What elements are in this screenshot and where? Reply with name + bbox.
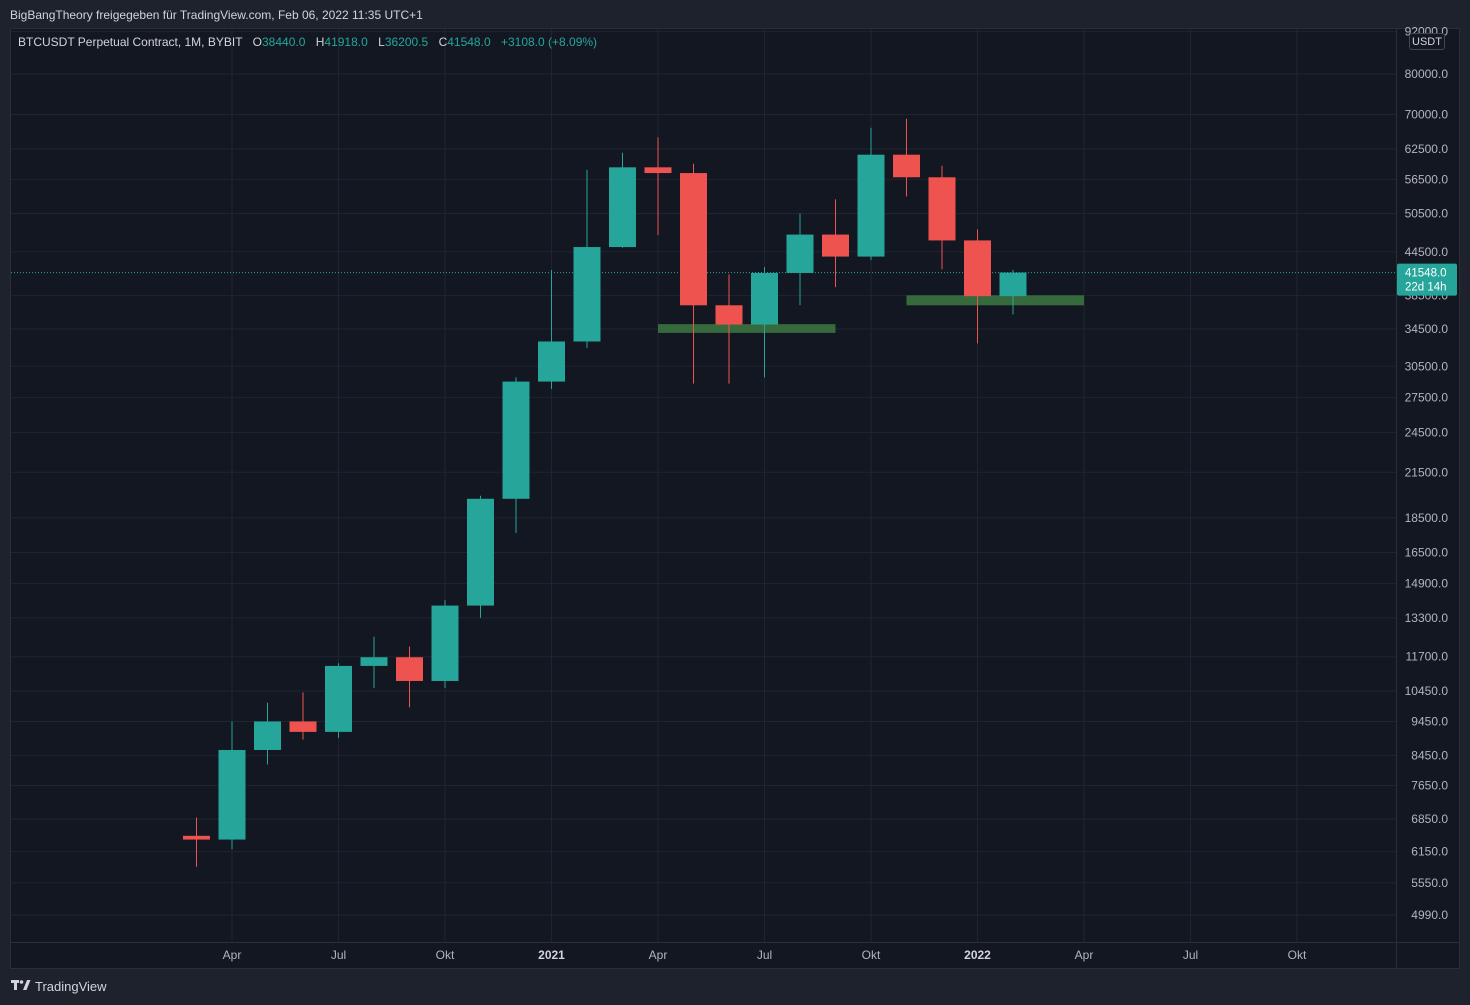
bar-countdown: 22d 14h [1405, 282, 1447, 294]
support-zone[interactable] [658, 324, 836, 333]
candle-body[interactable] [254, 721, 281, 751]
candle-body[interactable] [786, 234, 814, 273]
symbol-name[interactable]: BTCUSDT Perpetual Contract, 1M, BYBIT [18, 35, 243, 49]
price-tick-label: 16500.0 [1405, 546, 1449, 560]
open-label: O [252, 35, 262, 49]
price-tick-label: 80000.0 [1405, 67, 1449, 81]
candle-body[interactable] [431, 605, 459, 681]
price-tick-label: 44500.0 [1405, 245, 1449, 259]
price-tick-label: 6150.0 [1411, 845, 1448, 859]
price-tick-label: 24500.0 [1405, 426, 1449, 440]
price-tick-label: 4990.0 [1411, 908, 1448, 922]
chart-pane[interactable] [10, 28, 1460, 969]
price-tick-label: 30500.0 [1405, 359, 1449, 373]
last-price-value: 41548.0 [1405, 268, 1447, 280]
low-value: 36200.5 [384, 35, 429, 49]
time-tick-label: Jul [1183, 948, 1198, 962]
price-tick-label: 10450.0 [1405, 684, 1449, 698]
currency-button[interactable]: USDT [1409, 33, 1445, 50]
low-label: L [378, 35, 385, 49]
price-tick-label: 13300.0 [1405, 611, 1449, 625]
candle-body[interactable] [183, 835, 210, 840]
open-value: 38440.0 [262, 35, 306, 49]
price-tick-label: 50500.0 [1405, 206, 1449, 220]
high-label: H [315, 35, 325, 49]
candle-body[interactable] [928, 177, 956, 241]
candle-body[interactable] [396, 657, 423, 681]
tradingview-logo-icon [11, 979, 31, 994]
brand-name: TradingView [35, 979, 107, 994]
candle-body[interactable] [822, 234, 849, 257]
price-tick-label: 7650.0 [1411, 778, 1448, 792]
price-tick-label: 34500.0 [1405, 322, 1449, 336]
time-tick-label: Jul [331, 948, 346, 962]
time-tick-label: Jul [757, 948, 772, 962]
candle-body[interactable] [893, 154, 920, 178]
price-tick-label: 62500.0 [1405, 142, 1449, 156]
price-tick-label: 27500.0 [1405, 391, 1449, 405]
price-tick-label: 9450.0 [1411, 714, 1448, 728]
candle-body[interactable] [715, 305, 743, 325]
time-tick-label: Apr [649, 948, 668, 962]
price-tick-label: 56500.0 [1405, 172, 1449, 186]
time-tick-label: Apr [223, 948, 242, 962]
candle-body[interactable] [325, 665, 352, 732]
close-value: 41548.0 [447, 35, 491, 49]
time-tick-label: Okt [1288, 948, 1307, 962]
candle-body[interactable] [538, 341, 565, 382]
time-tick-label: 2022 [964, 948, 991, 962]
candle-body[interactable] [573, 247, 601, 342]
close-label: C [438, 35, 448, 49]
price-tick-label: 21500.0 [1405, 465, 1449, 479]
candle-body[interactable] [857, 154, 885, 257]
tradingview-brand[interactable]: TradingView [11, 979, 107, 994]
candle-body[interactable] [502, 381, 530, 499]
price-tick-label: 70000.0 [1405, 107, 1449, 121]
symbol-legend: BTCUSDT Perpetual Contract, 1M, BYBIT O3… [18, 35, 597, 49]
candle-body[interactable] [289, 721, 317, 732]
price-tick-label: 18500.0 [1405, 511, 1449, 525]
candle-body[interactable] [218, 750, 246, 840]
time-tick-label: Apr [1075, 948, 1094, 962]
candle-body[interactable] [680, 173, 707, 306]
time-tick-label: Okt [862, 948, 881, 962]
last-price-badge [1397, 263, 1457, 296]
footer [0, 969, 1470, 1005]
time-tick-label: Okt [436, 948, 455, 962]
candle-body[interactable] [999, 272, 1027, 297]
candle-body[interactable] [360, 657, 388, 666]
price-tick-label: 11700.0 [1406, 650, 1449, 664]
candle-body[interactable] [751, 272, 778, 325]
support-zone[interactable] [906, 295, 1085, 306]
candle-body[interactable] [644, 167, 672, 174]
candle-body[interactable] [467, 498, 494, 606]
price-tick-label: 5550.0 [1411, 876, 1448, 890]
change-value: +3108.0 (+8.09%) [500, 35, 598, 49]
price-tick-label: 6850.0 [1411, 812, 1448, 826]
share-info: BigBangTheory freigegeben für TradingVie… [10, 8, 423, 22]
top-bar: BigBangTheory freigegeben für TradingVie… [0, 0, 1470, 28]
time-tick-label: 2021 [538, 948, 565, 962]
candle-body[interactable] [609, 167, 636, 248]
price-tick-label: 8450.0 [1411, 748, 1448, 762]
price-tick-label: 14900.0 [1405, 576, 1449, 590]
candle-body[interactable] [964, 240, 991, 297]
high-value: 41918.0 [324, 35, 368, 49]
